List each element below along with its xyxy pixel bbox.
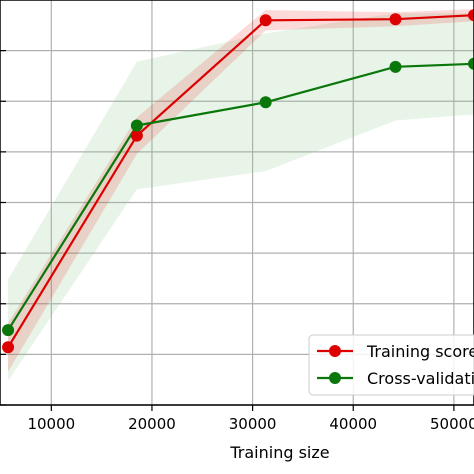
confidence-bands — [8, 9, 474, 381]
training-score-point — [2, 341, 15, 354]
cv-score-point — [130, 119, 143, 132]
cv-score-point — [259, 96, 272, 109]
legend-label-training: Training score — [366, 342, 474, 361]
legend: Training score Cross-validation score — [308, 334, 474, 396]
cv-score-point — [468, 57, 474, 70]
training-score-point — [468, 9, 474, 22]
training-score-point — [130, 129, 143, 142]
x-tick-label: 40000 — [329, 415, 377, 433]
legend-marker-training — [329, 345, 341, 357]
cv-score-point — [2, 324, 15, 337]
legend-marker-cv — [329, 372, 341, 384]
plot-frame — [0, 0, 474, 406]
training-score-point — [259, 14, 272, 27]
training-score-band — [8, 9, 474, 372]
x-tick-label: 30000 — [229, 415, 277, 433]
x-axis-label: Training size — [229, 443, 329, 462]
x-tick-label: 50000 — [430, 415, 474, 433]
series-points — [2, 9, 474, 354]
training-score-point — [389, 13, 402, 26]
axis-ticks: 10000 20000 30000 40000 50000 — [0, 50, 474, 433]
cv-score-point — [389, 60, 402, 73]
cv-score-band — [8, 13, 474, 381]
x-tick-label: 10000 — [27, 415, 75, 433]
x-tick-label: 20000 — [128, 415, 176, 433]
legend-label-cv: Cross-validation score — [367, 369, 474, 388]
